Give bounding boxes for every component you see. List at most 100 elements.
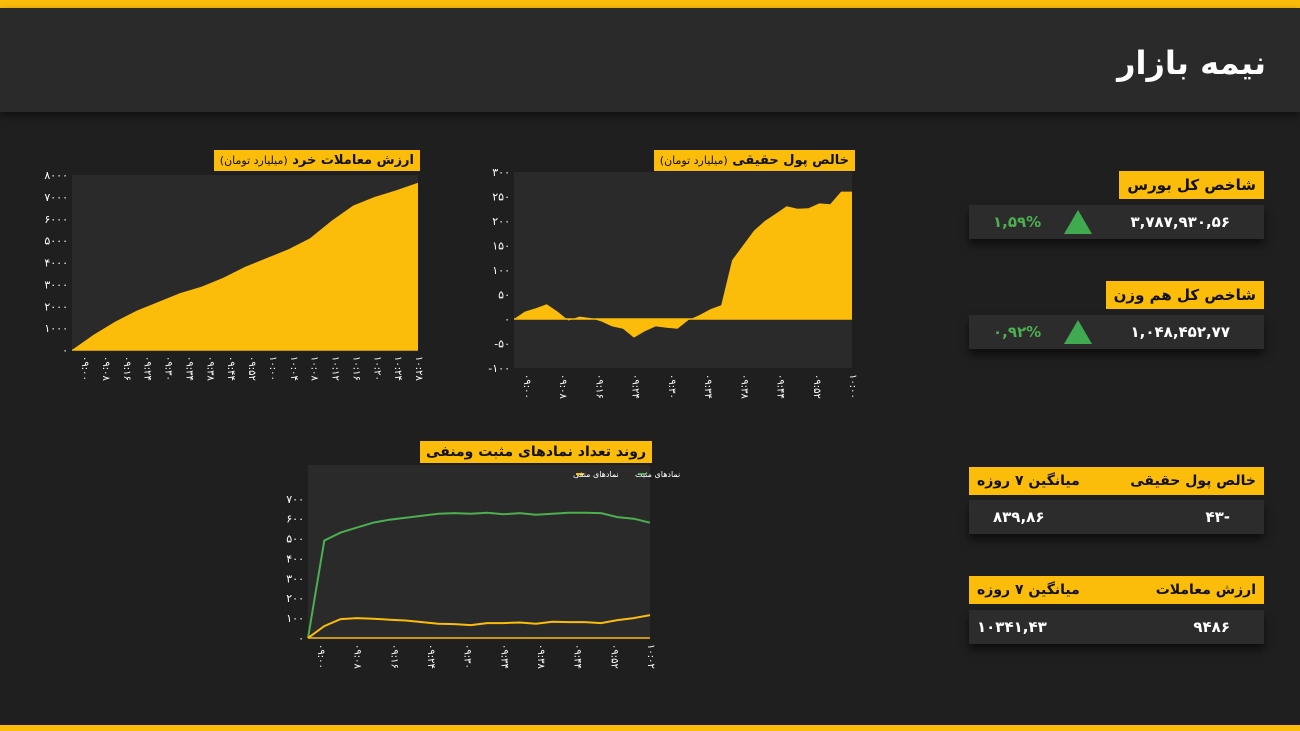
area-series xyxy=(514,191,852,338)
x-tick-label: ۰۹:۰۰ xyxy=(315,644,326,669)
y-tick-label: ۱۵۰ xyxy=(492,240,510,253)
x-tick-label: ۱۰:۰۲ xyxy=(645,644,656,669)
x-tick-label: ۰۹:۵۲ xyxy=(246,356,257,381)
y-tick-label: ۳۰۰ xyxy=(492,166,510,179)
chart-title-net-real-money: خالص پول حقیقی (میلیارد تومان) xyxy=(653,150,855,171)
area-series xyxy=(72,182,418,350)
index-row-total: ۳,۷۸۷,۹۳۰,۵۶ ۱,۵۹% xyxy=(969,205,1264,239)
x-tick-label: ۰۹:۳۸ xyxy=(204,356,215,381)
triangle-up-icon xyxy=(1064,210,1092,234)
y-tick-label: ۷۰۰ xyxy=(286,493,304,506)
chart-title-retail-value: ارزش معاملات خرد (میلیارد تومان) xyxy=(213,150,420,171)
index-value: ۱,۰۴۸,۴۵۲,۷۷ xyxy=(1130,323,1231,341)
y-tick-label: ۲۰۰ xyxy=(286,592,304,605)
stat-label: خالص پول حقیقی xyxy=(1130,473,1256,489)
index-value: ۳,۷۸۷,۹۳۰,۵۶ xyxy=(1130,213,1231,231)
x-tick-label: ۰۹:۲۴ xyxy=(425,644,436,669)
chart-title-symbols-trend: روند تعداد نمادهای مثبت ومنفی xyxy=(420,441,652,463)
y-tick-label: ۲۵۰ xyxy=(492,191,510,204)
x-tick-label: ۰۹:۳۸ xyxy=(738,374,749,399)
x-tick-label: ۰۹:۳۰ xyxy=(462,644,473,669)
x-tick-label: ۰۹:۰۰ xyxy=(79,356,90,381)
stat-label: ارزش معاملات xyxy=(1155,582,1256,598)
stat-avg-value: ۸۳۹,۸۶ xyxy=(993,508,1045,526)
x-tick-label: ۱۰:۰۴ xyxy=(288,356,299,381)
y-tick-label: ۵۰۰ xyxy=(286,533,304,546)
y-tick-label: ۳۰۰۰ xyxy=(44,278,68,291)
y-tick-label: ۱۰۰ xyxy=(492,264,510,277)
y-tick-label: ۰ xyxy=(298,632,304,645)
y-tick-label: ۳۰۰ xyxy=(286,572,304,585)
x-tick-label: ۰۹:۴۴ xyxy=(225,356,236,381)
x-tick-label: ۰۹:۳۴ xyxy=(702,374,713,399)
x-tick-label: ۰۹:۲۴ xyxy=(142,356,153,381)
x-tick-label: ۱۰:۲۰ xyxy=(371,356,382,381)
x-tick-label: ۱۰:۰۰ xyxy=(847,374,858,399)
x-tick-label: ۱۰:۲۸ xyxy=(413,356,424,381)
stat-value: ۹۴۸۶ xyxy=(1193,618,1230,636)
y-tick-label: ۲۰۰ xyxy=(492,215,510,228)
plot-area xyxy=(308,465,650,638)
x-tick-label: ۰۹:۲۴ xyxy=(630,374,641,399)
header: نیمه بازار xyxy=(0,8,1300,112)
x-tick-label: ۰۹:۳۸ xyxy=(535,644,546,669)
stat-header-trade-value: ارزش معاملات میانگین ۷ روزه xyxy=(969,576,1264,604)
triangle-up-icon xyxy=(1064,320,1092,344)
x-tick-label: ۰۹:۵۲ xyxy=(608,644,619,669)
index-change: ۰,۹۲% xyxy=(993,323,1042,341)
y-tick-label: ۴۰۰ xyxy=(286,552,304,565)
y-tick-label: -۵۰ xyxy=(494,338,510,351)
y-tick-label: ۴۰۰۰ xyxy=(44,257,68,270)
x-tick-label: ۰۹:۰۸ xyxy=(557,374,568,399)
x-tick-label: ۰۹:۱۶ xyxy=(388,644,399,669)
stat-row-net-real: -۴۳ ۸۳۹,۸۶ xyxy=(969,500,1264,534)
y-tick-label: ۰ xyxy=(62,344,68,357)
line-series-0 xyxy=(307,511,651,639)
y-tick-label: ۱۰۰۰ xyxy=(44,322,68,335)
index-label-total: شاخص کل بورس xyxy=(1119,171,1264,199)
y-tick-label: ۲۰۰۰ xyxy=(44,300,68,313)
x-tick-label: ۱۰:۱۶ xyxy=(350,356,361,381)
stat-avg-label: میانگین ۷ روزه xyxy=(977,473,1080,489)
stat-header-net-real: خالص پول حقیقی میانگین ۷ روزه xyxy=(969,467,1264,495)
x-tick-label: ۰۹:۳۴ xyxy=(498,644,509,669)
y-tick-label: ۶۰۰ xyxy=(286,513,304,526)
top-accent-stripe xyxy=(0,0,1300,8)
y-tick-label: ۰ xyxy=(504,313,510,326)
x-tick-label: ۱۰:۰۰ xyxy=(267,356,278,381)
y-tick-label: ۷۰۰۰ xyxy=(44,191,68,204)
y-tick-label: ۵۰۰۰ xyxy=(44,235,68,248)
stat-avg-value: ۱۰۳۴۱,۴۳ xyxy=(977,618,1047,636)
x-tick-label: ۰۹:۴۴ xyxy=(572,644,583,669)
y-tick-label: ۱۰۰ xyxy=(286,612,304,625)
x-tick-label: ۱۰:۱۲ xyxy=(330,356,341,381)
stat-avg-label: میانگین ۷ روزه xyxy=(977,582,1080,598)
x-tick-label: ۰۹:۳۰ xyxy=(666,374,677,399)
y-tick-label: ۵۰ xyxy=(498,289,510,302)
line-series-1 xyxy=(307,614,651,639)
x-tick-label: ۱۰:۲۴ xyxy=(392,356,403,381)
y-tick-label: -۱۰۰ xyxy=(488,362,510,375)
x-tick-label: ۰۹:۰۸ xyxy=(352,644,363,669)
x-tick-label: ۰۹:۳۴ xyxy=(183,356,194,381)
index-label-equal-weight: شاخص کل هم وزن xyxy=(1105,281,1264,309)
x-tick-label: ۰۹:۳۰ xyxy=(163,356,174,381)
y-tick-label: ۸۰۰۰ xyxy=(44,169,68,182)
legend-label: نمادهای منفی xyxy=(573,470,619,479)
bottom-accent-stripe xyxy=(0,725,1300,731)
x-tick-label: ۰۹:۱۶ xyxy=(121,356,132,381)
index-row-equal-weight: ۱,۰۴۸,۴۵۲,۷۷ ۰,۹۲% xyxy=(969,315,1264,349)
x-tick-label: ۰۹:۰۸ xyxy=(100,356,111,381)
page-title: نیمه بازار xyxy=(1117,44,1266,82)
x-tick-label: ۰۹:۱۶ xyxy=(593,374,604,399)
index-change: ۱,۵۹% xyxy=(993,213,1042,231)
stat-value: -۴۳ xyxy=(1205,508,1230,526)
stat-row-trade-value: ۹۴۸۶ ۱۰۳۴۱,۴۳ xyxy=(969,610,1264,644)
legend-label: نمادهای مثبت xyxy=(635,470,680,479)
y-tick-label: ۶۰۰۰ xyxy=(44,213,68,226)
x-tick-label: ۰۹:۴۴ xyxy=(775,374,786,399)
x-tick-label: ۰۹:۵۲ xyxy=(811,374,822,399)
